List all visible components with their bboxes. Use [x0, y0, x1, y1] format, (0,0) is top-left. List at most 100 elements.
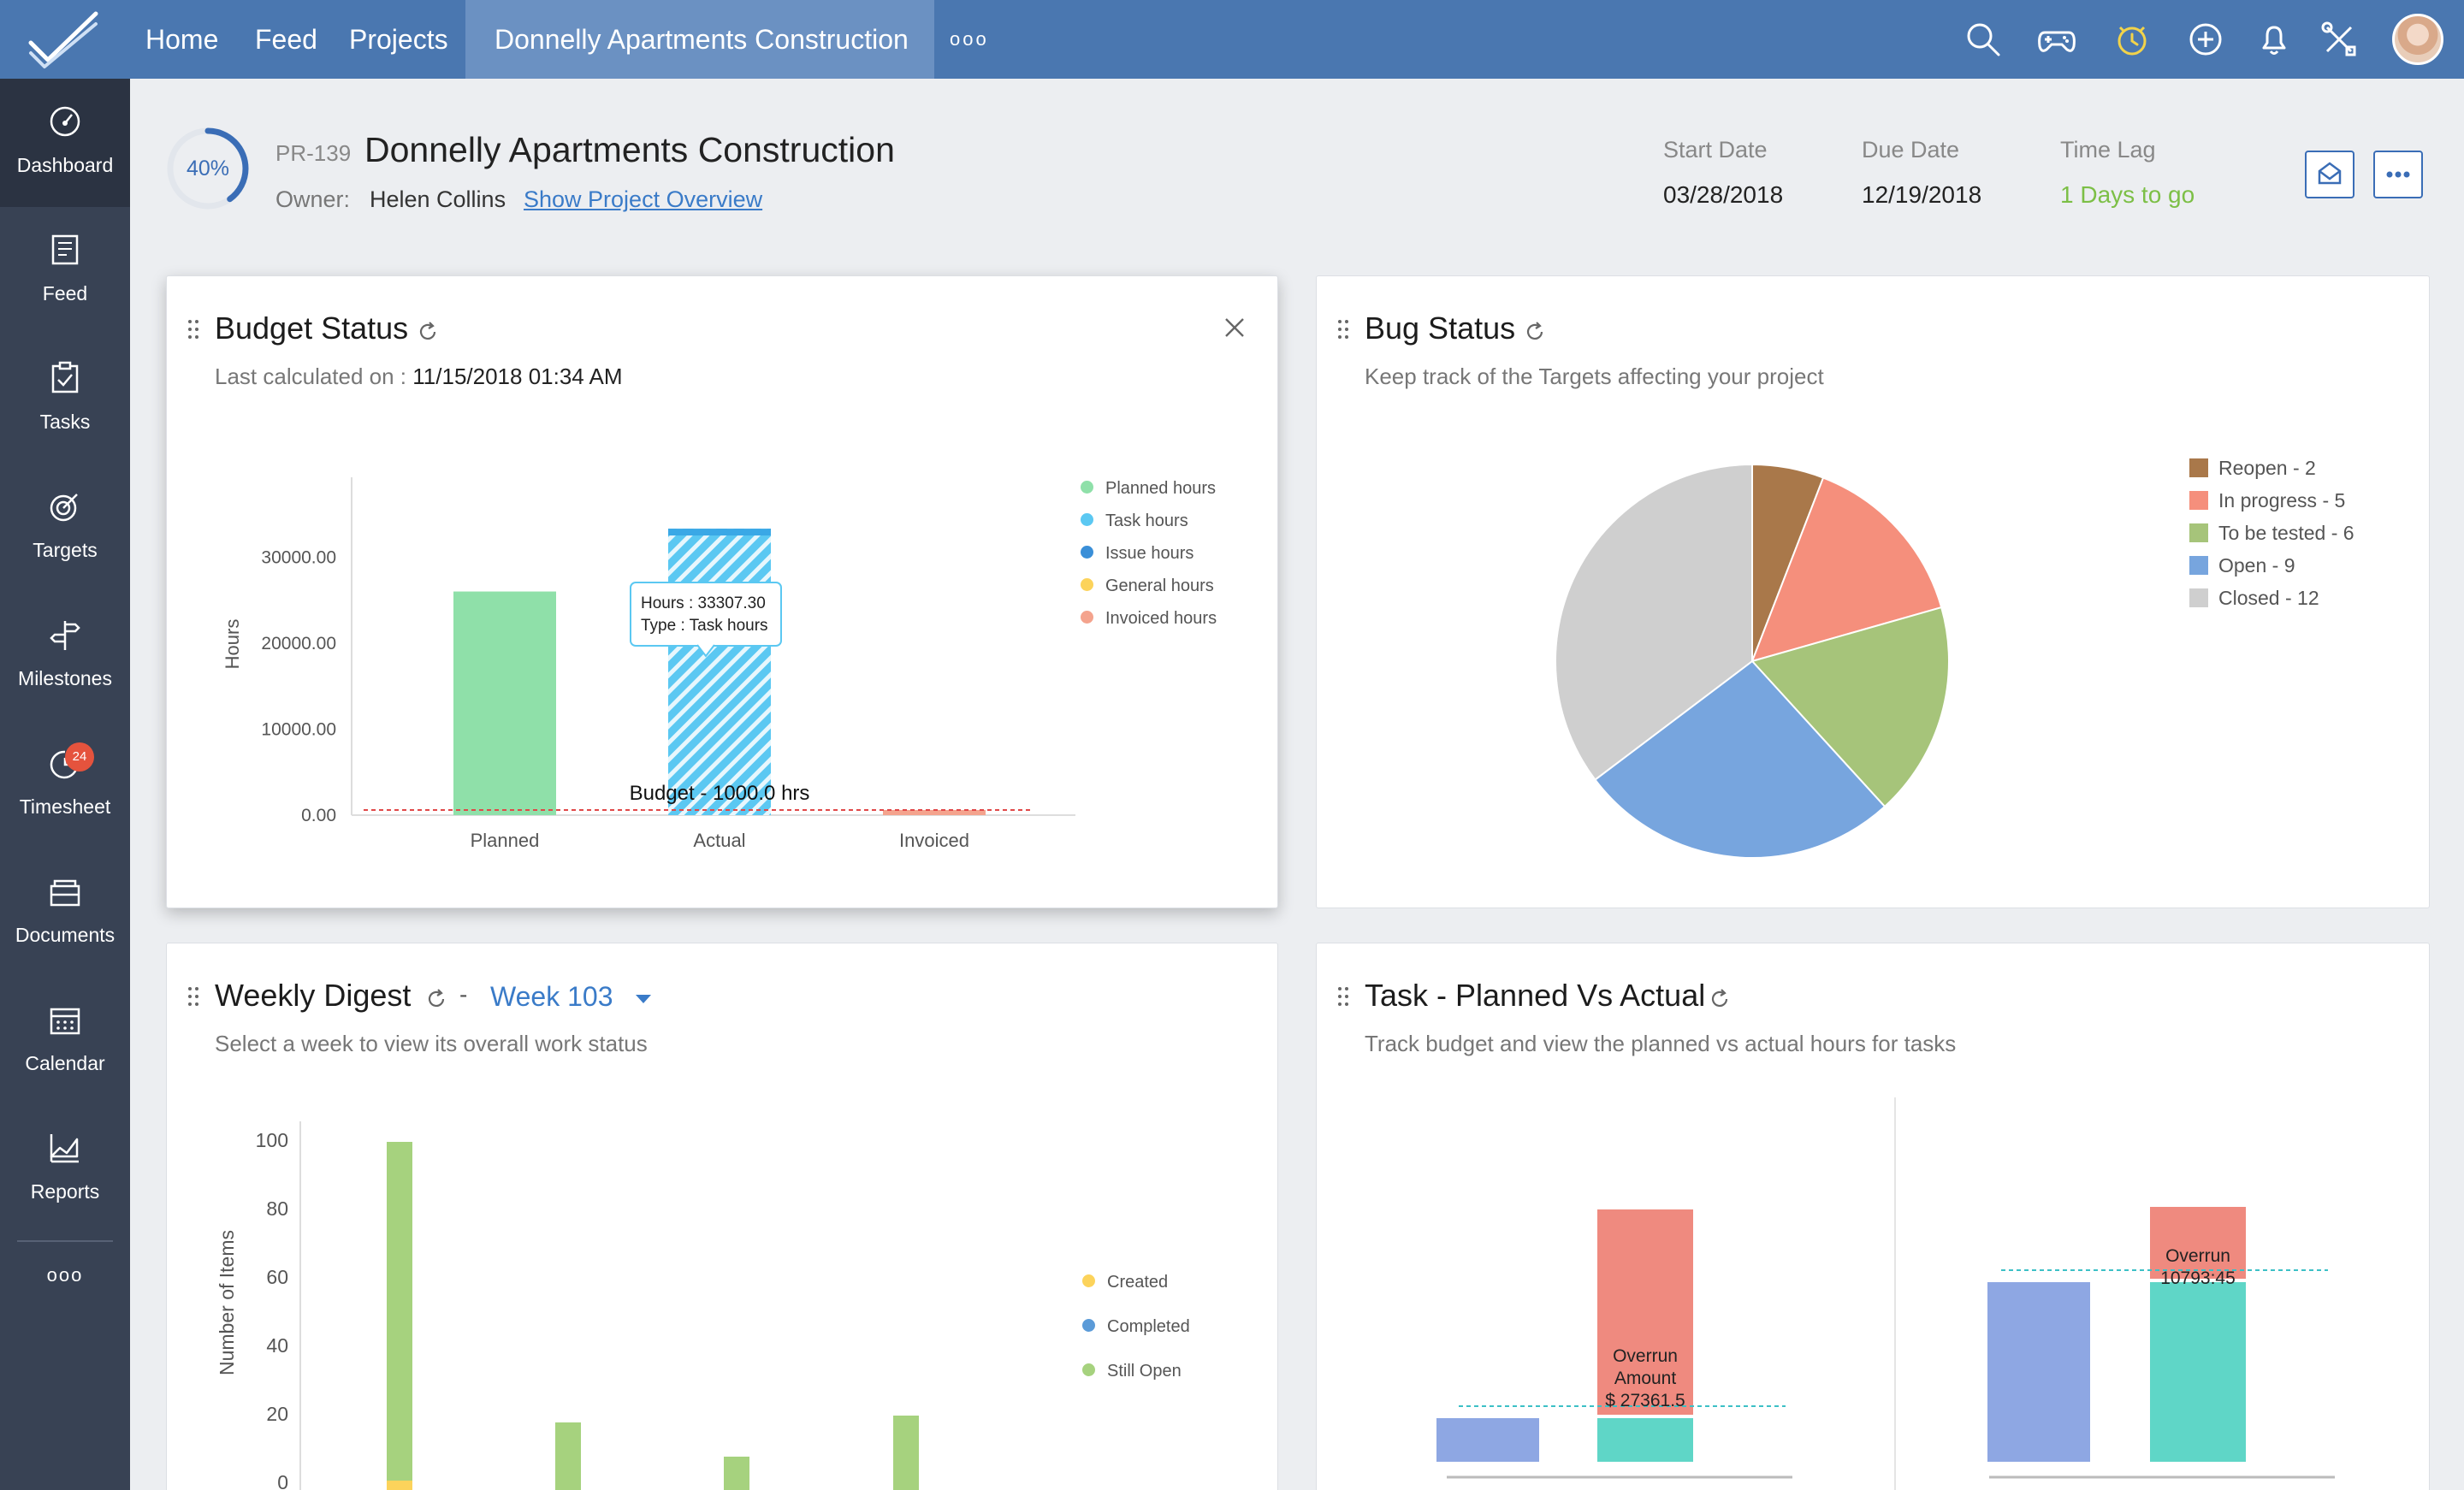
overrun-label: Overrun: [2165, 1246, 2230, 1266]
more-options-button[interactable]: [2373, 151, 2423, 198]
legend-to-be-tested[interactable]: To be tested - 6: [2189, 523, 2354, 543]
bar-actual[interactable]: [668, 529, 771, 815]
tooltip-hours: Hours : 33307.30: [641, 594, 766, 612]
bar-top-cap: [668, 529, 771, 536]
sidebar-item-targets[interactable]: Targets: [0, 464, 130, 592]
bar-overrun[interactable]: [1597, 1209, 1693, 1415]
bar-actual[interactable]: [2150, 1282, 2246, 1462]
y-tick-label: 60: [266, 1266, 288, 1288]
progress-percent: 40%: [186, 157, 230, 180]
nav-current-project-label[interactable]: Donnelly Apartments Construction: [495, 24, 909, 55]
bar-planned[interactable]: [1436, 1418, 1539, 1462]
refresh-icon[interactable]: [425, 988, 447, 1010]
drag-handle-icon[interactable]: [187, 986, 199, 1007]
y-tick-label: 30000.00: [261, 547, 336, 567]
sidebar-item-reports[interactable]: Reports: [0, 1105, 130, 1233]
legend-label: Still Open: [1107, 1362, 1182, 1381]
bar-created[interactable]: [387, 1481, 412, 1490]
legend-swatch: [1081, 481, 1093, 494]
sidebar-item-calendar[interactable]: Calendar: [0, 977, 130, 1105]
drag-handle-icon[interactable]: [187, 319, 199, 340]
bug-pie-chart: [1555, 463, 1950, 859]
week-selector[interactable]: Week 103: [490, 981, 653, 1013]
legend-label: Planned hours: [1105, 479, 1216, 498]
add-icon[interactable]: [2185, 19, 2226, 60]
legend-swatch: [2189, 588, 2208, 607]
pie-slice[interactable]: [1594, 659, 1886, 859]
sidebar-item-milestones[interactable]: Milestones: [0, 592, 130, 720]
start-date-value: 03/28/2018: [1663, 181, 1784, 208]
drag-handle-icon[interactable]: [1337, 319, 1349, 340]
notification-bell-icon[interactable]: [2254, 19, 2295, 60]
bar-still-open[interactable]: [387, 1142, 412, 1481]
nav-projects[interactable]: Projects: [349, 24, 448, 55]
legend-label: Open - 9: [2218, 554, 2295, 576]
nav-current-project-tab[interactable]: [465, 0, 934, 79]
legend-reopen[interactable]: Reopen - 2: [2189, 458, 2316, 478]
legend-general-hours[interactable]: General hours: [1081, 576, 1214, 596]
legend-task-hours[interactable]: Task hours: [1081, 511, 1188, 531]
sidebar-item-label: Milestones: [18, 667, 112, 689]
legend-invoiced-hours[interactable]: Invoiced hours: [1081, 608, 1217, 629]
bar-invoiced[interactable]: [883, 809, 986, 815]
pie-slice[interactable]: [1555, 463, 1753, 782]
refresh-icon[interactable]: [417, 321, 439, 343]
sidebar-item-label: Dashboard: [16, 154, 114, 176]
legend-swatch: [2189, 458, 2208, 477]
tools-icon[interactable]: [2319, 19, 2360, 60]
legend-open[interactable]: Open - 9: [2189, 555, 2295, 576]
weekly-digest-title: Weekly Digest: [215, 978, 412, 1013]
email-button[interactable]: [2305, 151, 2354, 198]
legend-closed[interactable]: Closed - 12: [2189, 588, 2319, 608]
bar-still-open[interactable]: [724, 1457, 749, 1490]
bar-actual[interactable]: [1597, 1418, 1693, 1462]
timer-icon[interactable]: [2112, 19, 2153, 60]
refresh-icon[interactable]: [1524, 321, 1546, 343]
budget-last-calculated: Last calculated on : 11/15/2018 01:34 AM: [215, 364, 623, 390]
pie-slice[interactable]: [1750, 476, 1943, 663]
top-navigation-bar: Home Feed Projects Donnelly Apartments C…: [0, 0, 2464, 79]
sidebar-item-timesheet[interactable]: 24 Timesheet: [0, 720, 130, 848]
nav-feed[interactable]: Feed: [255, 24, 317, 55]
start-date-label: Start Date: [1663, 137, 1768, 163]
gamepad-icon[interactable]: [2036, 19, 2077, 60]
nav-more-icon[interactable]: ooo: [950, 28, 989, 50]
legend-created[interactable]: Created: [1082, 1272, 1168, 1292]
pie-slice[interactable]: [1750, 606, 1950, 808]
legend-swatch: [2189, 523, 2208, 542]
overrun-label: Amount: [1614, 1369, 1677, 1388]
sidebar-item-label: Feed: [42, 282, 88, 305]
sidebar-item-documents[interactable]: Documents: [0, 848, 130, 977]
legend-still-open[interactable]: Still Open: [1082, 1361, 1182, 1381]
nav-home[interactable]: Home: [145, 24, 219, 55]
bar-still-open[interactable]: [893, 1416, 919, 1490]
bar-planned[interactable]: [1987, 1282, 2090, 1462]
legend-issue-hours[interactable]: Issue hours: [1081, 543, 1194, 564]
sidebar-item-tasks[interactable]: Tasks: [0, 335, 130, 464]
sidebar-item-feed[interactable]: Feed: [0, 207, 130, 335]
legend-label: Task hours: [1105, 511, 1188, 530]
y-tick-label: 20: [266, 1403, 288, 1425]
bar-planned[interactable]: [453, 591, 556, 815]
legend-swatch: [1082, 1363, 1095, 1377]
sidebar-item-label: Calendar: [25, 1052, 105, 1074]
sidebar-more-icon[interactable]: ooo: [46, 1264, 84, 1286]
refresh-icon[interactable]: [1709, 988, 1731, 1010]
legend-swatch: [2189, 490, 2208, 510]
close-icon[interactable]: [1223, 316, 1247, 340]
app-logo-icon[interactable]: [26, 9, 103, 70]
drag-handle-icon[interactable]: [1337, 986, 1349, 1007]
user-avatar[interactable]: [2392, 14, 2443, 65]
show-project-overview-link[interactable]: Show Project Overview: [524, 186, 763, 212]
legend-in-progress[interactable]: In progress - 5: [2189, 490, 2345, 511]
x-tick-label: Invoiced: [899, 830, 969, 851]
time-lag-label: Time Lag: [2060, 137, 2156, 163]
y-axis-title: Hours: [222, 619, 243, 670]
sidebar-item-dashboard[interactable]: Dashboard: [0, 79, 130, 207]
bar-overrun[interactable]: [2150, 1207, 2246, 1279]
search-icon[interactable]: [1963, 19, 2004, 60]
bar-still-open[interactable]: [555, 1422, 581, 1490]
sidebar-divider: [17, 1240, 113, 1242]
legend-planned-hours[interactable]: Planned hours: [1081, 478, 1216, 499]
legend-completed[interactable]: Completed: [1082, 1316, 1190, 1337]
